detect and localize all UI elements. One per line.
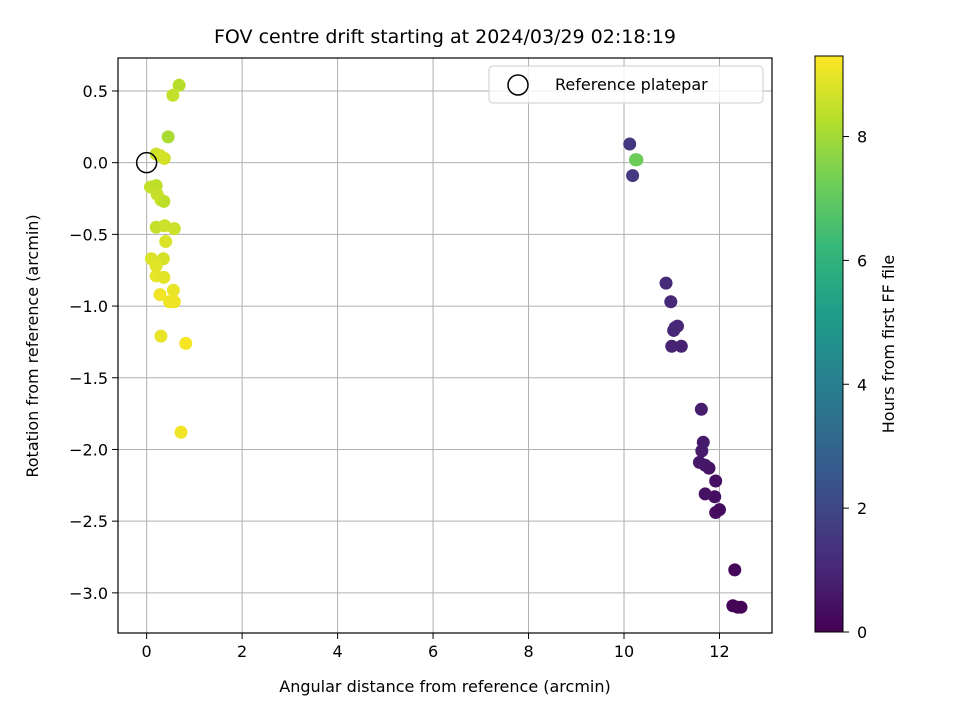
y-axis-ticks: 0.5 0.0 −0.5 −1.0 −1.5 −2.0 −2.5 −3.0: [69, 82, 118, 603]
x-axis-label: Angular distance from reference (arcmin): [279, 677, 610, 696]
chart-title: FOV centre drift starting at 2024/03/29 …: [214, 26, 676, 48]
y-tick-label: −2.0: [69, 440, 108, 459]
data-point: [670, 319, 684, 333]
data-point: [153, 288, 167, 302]
data-point: [149, 259, 163, 273]
reference-marker: [135, 151, 158, 174]
y-tick-label: 0.5: [83, 82, 108, 101]
data-point: [694, 402, 708, 416]
data-point: [161, 130, 175, 144]
x-tick-label: 12: [709, 642, 729, 661]
data-point: [157, 194, 171, 208]
colorbar-ticks: 0 2 4 6 8: [843, 128, 867, 642]
data-point: [692, 455, 706, 469]
legend-box: [488, 65, 764, 104]
data-point: [167, 295, 181, 309]
colorbar: [814, 55, 844, 633]
data-point: [623, 137, 637, 151]
data-point: [166, 88, 180, 102]
legend: Reference platepar: [488, 65, 764, 104]
data-point: [665, 339, 679, 353]
plot-area: [118, 58, 772, 633]
data-point: [674, 339, 688, 353]
data-point: [167, 222, 181, 236]
data-point: [728, 563, 742, 577]
y-tick-label: −0.5: [69, 225, 108, 244]
data-point: [626, 169, 640, 183]
scatter-points: [143, 78, 748, 614]
data-point: [159, 235, 173, 249]
x-tick-label: 4: [332, 642, 342, 661]
y-tick-label: −3.0: [69, 584, 108, 603]
x-tick-label: 2: [237, 642, 247, 661]
x-tick-label: 6: [428, 642, 438, 661]
colorbar-tick-label: 2: [857, 499, 867, 518]
data-point: [157, 151, 171, 165]
data-point: [712, 503, 726, 517]
data-point: [174, 425, 188, 439]
plot-frame: [117, 57, 773, 634]
data-point: [630, 153, 644, 167]
x-tick-label: 10: [614, 642, 634, 661]
y-tick-label: −2.5: [69, 512, 108, 531]
data-point: [179, 336, 193, 350]
data-point: [734, 600, 748, 614]
x-tick-label: 0: [142, 642, 152, 661]
legend-entry-reference: Reference platepar: [555, 75, 708, 94]
colorbar-tick-label: 6: [857, 251, 867, 270]
data-point: [709, 474, 723, 488]
x-tick-label: 8: [523, 642, 533, 661]
legend-marker: [507, 74, 529, 96]
colorbar-tick-label: 4: [857, 375, 867, 394]
y-tick-label: −1.0: [69, 297, 108, 316]
data-point: [154, 329, 168, 343]
data-point: [157, 270, 171, 284]
data-point: [166, 283, 180, 297]
colorbar-label: Hours from first FF file: [879, 255, 898, 434]
grid-lines: [118, 58, 772, 633]
data-point: [698, 487, 712, 501]
y-tick-label: 0.0: [83, 154, 108, 173]
x-axis-ticks: 0 2 4 6 8 10 12: [142, 633, 730, 661]
y-axis-label: Rotation from reference (arcmin): [23, 214, 42, 477]
data-point: [659, 276, 673, 290]
data-point: [172, 78, 186, 92]
colorbar-tick-label: 8: [857, 128, 867, 147]
data-point: [696, 435, 710, 449]
y-tick-label: −1.5: [69, 369, 108, 388]
colorbar-tick-label: 0: [857, 623, 867, 642]
data-point: [664, 295, 678, 309]
